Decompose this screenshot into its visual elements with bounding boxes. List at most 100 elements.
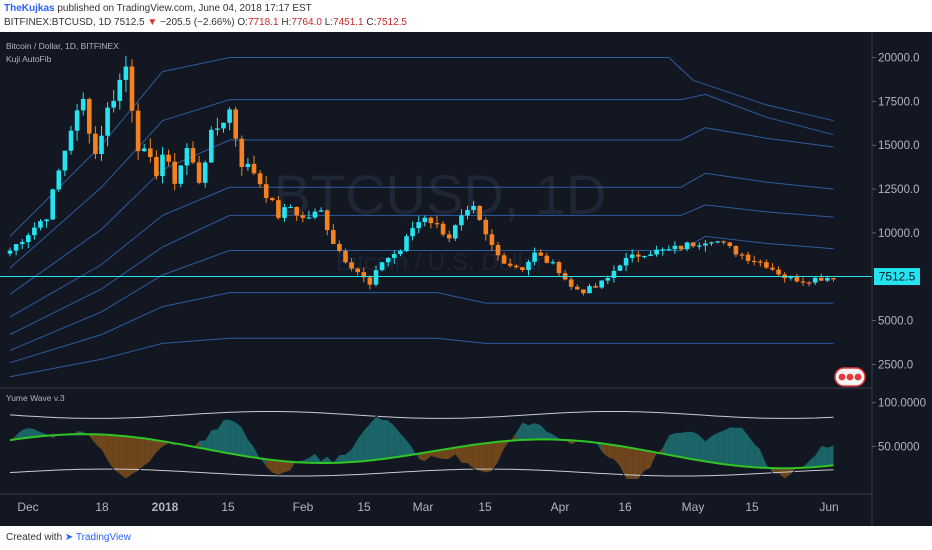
wave-fill-up bbox=[34, 428, 41, 437]
chart-canvas[interactable]: BTCUSD, 1D Bitcoin / U.S. Dollar 20000.0… bbox=[0, 32, 932, 526]
candle-down bbox=[806, 282, 812, 284]
candle-down bbox=[440, 223, 446, 235]
wave-fill-up bbox=[662, 435, 669, 455]
footer-credit: Created with ➤ TradingView bbox=[6, 532, 131, 543]
candle-up bbox=[141, 148, 147, 152]
wave-fill-down bbox=[424, 451, 431, 462]
wave-fill-down bbox=[613, 445, 620, 468]
candle-up bbox=[629, 254, 635, 258]
wave-fill-up bbox=[674, 432, 681, 458]
time-axis[interactable]: Dec 18 2018 15 Feb 15 Mar 15 Apr 16 May 15 Jun bbox=[17, 500, 838, 514]
candle-up bbox=[788, 276, 794, 279]
candle-down bbox=[343, 250, 348, 263]
oscillator-axis-label: 100.0000 bbox=[878, 398, 926, 410]
publish-line: TheKujkas published on TradingView.com, … bbox=[4, 3, 312, 14]
price-axis-label: 12500.0 bbox=[878, 184, 920, 196]
candle-up bbox=[50, 189, 55, 220]
candle-down bbox=[270, 197, 275, 201]
candle-down bbox=[276, 200, 281, 218]
wave-fill-down bbox=[632, 448, 639, 480]
candle-up bbox=[80, 98, 86, 111]
wave-fill-up bbox=[754, 442, 761, 468]
wave-fill-up bbox=[815, 445, 822, 467]
candle-up bbox=[599, 280, 604, 288]
close-label: C: bbox=[366, 17, 377, 28]
candle-up bbox=[74, 110, 80, 131]
candle-up bbox=[99, 135, 104, 155]
author-link[interactable]: TheKujkas bbox=[4, 3, 55, 14]
candle-up bbox=[184, 148, 190, 166]
tradingview-logo-icon[interactable]: ➤ bbox=[64, 532, 74, 543]
candle-down bbox=[690, 242, 696, 247]
time-axis-label: Mar bbox=[413, 500, 434, 514]
wave-fill-up bbox=[748, 434, 755, 468]
chart-area[interactable]: BTCUSD, 1D Bitcoin / U.S. Dollar 20000.0… bbox=[0, 32, 932, 526]
candle-down bbox=[800, 281, 806, 283]
candle-up bbox=[648, 254, 653, 256]
wave-fill-down bbox=[620, 446, 627, 480]
candle-down bbox=[575, 286, 580, 290]
wave-fill-up bbox=[302, 457, 309, 463]
wave-fill-up bbox=[668, 432, 675, 456]
candle-up bbox=[453, 225, 458, 239]
wave-fill-up bbox=[394, 425, 401, 458]
time-axis-label: 15 bbox=[745, 500, 759, 514]
wave-fill-down bbox=[449, 447, 456, 460]
candle-up bbox=[715, 241, 720, 243]
candle-up bbox=[392, 254, 397, 258]
fib-level-line bbox=[9, 235, 834, 351]
candle-up bbox=[416, 222, 421, 229]
legend-oscillator: Yume Wave v.3 bbox=[6, 393, 65, 403]
wave-fill-up bbox=[717, 430, 724, 465]
wave-fill-up bbox=[339, 454, 346, 463]
down-arrow-icon: ▼ bbox=[147, 17, 158, 28]
events-badge-icon[interactable] bbox=[834, 367, 866, 387]
time-axis-label: Dec bbox=[17, 500, 38, 514]
candle-up bbox=[38, 221, 43, 228]
candle-up bbox=[227, 109, 232, 123]
candle-down bbox=[196, 162, 202, 183]
price-axis[interactable]: 20000.0 17500.0 15000.0 12500.0 10000.0 5000.… bbox=[872, 53, 920, 372]
time-axis-label: Feb bbox=[293, 500, 314, 514]
wave-fill-up bbox=[223, 419, 230, 454]
wave-fill-up bbox=[211, 428, 218, 452]
candle-down bbox=[489, 234, 495, 245]
wave-fill-up bbox=[382, 419, 389, 460]
wave-fill-down bbox=[443, 448, 450, 460]
candle-down bbox=[727, 242, 733, 246]
candle-down bbox=[331, 230, 336, 244]
wave-fill-up bbox=[742, 427, 749, 467]
high-value: 7764.0 bbox=[291, 17, 322, 28]
price-axis-label: 17500.0 bbox=[878, 96, 920, 108]
wave-fill-down bbox=[119, 435, 126, 480]
candle-up bbox=[617, 265, 623, 271]
candle-up bbox=[666, 249, 672, 251]
time-axis-label: 2018 bbox=[152, 500, 179, 514]
wave-fill-up bbox=[229, 419, 236, 455]
candle-up bbox=[654, 249, 659, 255]
last-price: 7512.5 bbox=[114, 17, 145, 28]
candle-down bbox=[745, 254, 751, 261]
candle-up bbox=[26, 235, 31, 243]
oscillator-axis[interactable]: 100.0000 50.0000 bbox=[872, 398, 926, 454]
candle-up bbox=[697, 245, 702, 247]
wave-fill-down bbox=[455, 446, 462, 464]
wave-fill-up bbox=[351, 438, 358, 462]
time-axis-label: 16 bbox=[618, 500, 632, 514]
candle-down bbox=[93, 133, 98, 155]
price-axis-label: 5000.0 bbox=[878, 316, 913, 328]
candle-down bbox=[581, 289, 586, 294]
candle-up bbox=[465, 209, 470, 216]
wave-fill-up bbox=[681, 431, 688, 459]
wave-fill-down bbox=[107, 434, 114, 470]
event-dot-icon bbox=[854, 373, 862, 381]
tradingview-brand[interactable]: TradingView bbox=[75, 532, 131, 543]
wave-fill-down bbox=[626, 447, 633, 480]
candle-down bbox=[349, 262, 354, 269]
candle-down bbox=[434, 223, 440, 225]
wave-fill-up bbox=[534, 422, 541, 440]
candle-up bbox=[471, 205, 476, 210]
wave-fill-up bbox=[22, 427, 29, 439]
wave-fill-down bbox=[473, 444, 480, 472]
candle-up bbox=[44, 219, 49, 222]
